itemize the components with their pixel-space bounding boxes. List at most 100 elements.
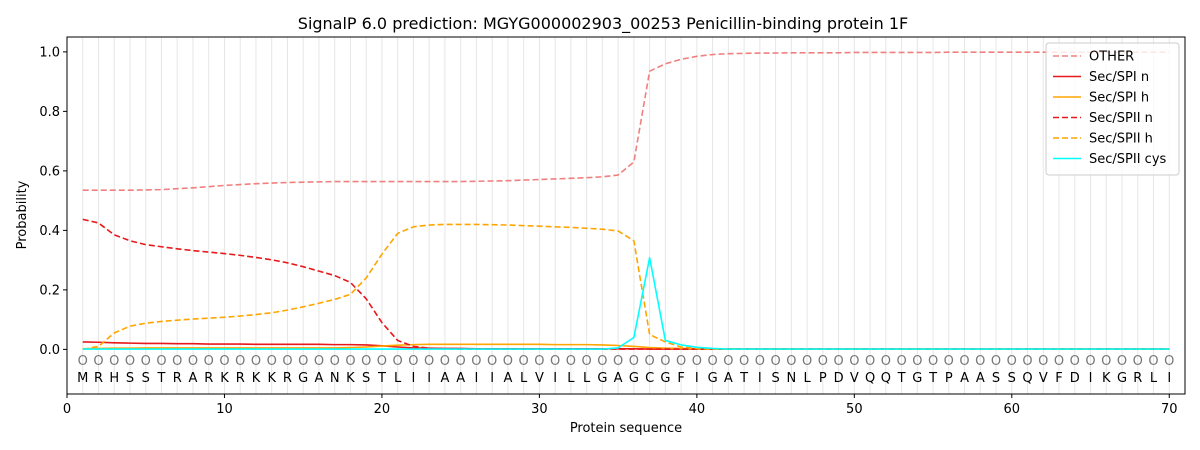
y-tick-label-4: 0.8	[39, 105, 60, 120]
residue-label-65: I	[1089, 371, 1093, 386]
region-marker-39: O	[676, 354, 686, 369]
region-marker-3: O	[109, 354, 119, 369]
region-marker-2: O	[93, 354, 103, 369]
residue-label-36: G	[629, 371, 639, 386]
residue-label-33: L	[583, 371, 591, 386]
region-marker-1: O	[78, 354, 88, 369]
x-tick-label-10: 10	[216, 402, 233, 417]
region-marker-16: O	[314, 354, 324, 369]
region-marker-44: O	[755, 354, 765, 369]
region-marker-42: O	[723, 354, 733, 369]
region-marker-7: O	[172, 354, 182, 369]
residue-label-30: V	[535, 371, 544, 386]
x-axis-ticks: 0 10 20 30 40 50 60 70	[63, 394, 1178, 417]
region-marker-12: O	[251, 354, 261, 369]
region-marker-6: O	[156, 354, 166, 369]
legend-label-other: OTHER	[1089, 50, 1134, 65]
region-marker-14: O	[282, 354, 292, 369]
residue-label-18: K	[346, 371, 355, 386]
residue-label-29: L	[520, 371, 528, 386]
residue-label-46: N	[786, 371, 796, 386]
residue-label-70: I	[1167, 371, 1171, 386]
residue-label-35: A	[614, 371, 623, 386]
residue-label-55: T	[928, 371, 937, 386]
residue-label-10: K	[220, 371, 229, 386]
residue-label-5: S	[142, 371, 150, 386]
residue-label-22: I	[412, 371, 416, 386]
residue-label-14: R	[283, 371, 292, 386]
region-marker-11: O	[235, 354, 245, 369]
residue-label-19: S	[362, 371, 370, 386]
region-marker-55: O	[928, 354, 938, 369]
residue-label-64: D	[1070, 371, 1080, 386]
residue-label-31: I	[553, 371, 557, 386]
region-marker-68: O	[1133, 354, 1143, 369]
region-marker-51: O	[865, 354, 875, 369]
region-marker-29: O	[519, 354, 529, 369]
residue-label-25: A	[456, 371, 465, 386]
residue-label-54: G	[912, 371, 922, 386]
residue-labels: OMOROHOSOSOTOROAOROKOROKOKOROGOAONOKOSOT…	[77, 354, 1174, 386]
residue-label-38: G	[660, 371, 670, 386]
region-marker-9: O	[204, 354, 214, 369]
region-marker-19: O	[361, 354, 371, 369]
residue-label-21: L	[394, 371, 402, 386]
region-marker-21: O	[393, 354, 403, 369]
residue-label-51: Q	[865, 371, 875, 386]
region-marker-22: O	[408, 354, 418, 369]
series-line-sec-spii-cys	[82, 256, 1170, 350]
region-marker-24: O	[440, 354, 450, 369]
series-lines	[82, 51, 1170, 351]
residue-label-45: S	[771, 371, 779, 386]
x-tick-label-0: 0	[63, 402, 71, 417]
region-marker-41: O	[707, 354, 717, 369]
residue-label-1: M	[77, 371, 88, 386]
region-marker-65: O	[1085, 354, 1095, 369]
x-tick-label-20: 20	[374, 402, 391, 417]
region-marker-23: O	[424, 354, 434, 369]
region-marker-17: O	[330, 354, 340, 369]
x-tick-label-30: 30	[531, 402, 548, 417]
region-marker-45: O	[770, 354, 780, 369]
region-marker-66: O	[1101, 354, 1111, 369]
chart-title: SignalP 6.0 prediction: MGYG000002903_00…	[298, 14, 908, 34]
residue-label-44: I	[758, 371, 762, 386]
y-tick-label-5: 1.0	[39, 45, 60, 60]
residue-label-17: N	[330, 371, 340, 386]
residue-label-20: T	[377, 371, 386, 386]
region-marker-5: O	[141, 354, 151, 369]
residue-label-34: G	[597, 371, 607, 386]
residue-label-3: H	[109, 371, 119, 386]
residue-label-67: G	[1117, 371, 1127, 386]
residue-label-66: K	[1102, 371, 1111, 386]
residue-label-40: I	[695, 371, 699, 386]
residue-label-56: P	[945, 371, 953, 386]
residue-label-43: T	[739, 371, 748, 386]
residue-label-8: A	[189, 371, 198, 386]
region-marker-69: O	[1148, 354, 1158, 369]
region-marker-57: O	[959, 354, 969, 369]
residue-label-28: A	[503, 371, 512, 386]
region-marker-36: O	[629, 354, 639, 369]
legend-label-sec-spii-cys: Sec/SPII cys	[1089, 152, 1167, 167]
region-marker-52: O	[881, 354, 891, 369]
region-marker-63: O	[1054, 354, 1064, 369]
region-marker-13: O	[267, 354, 277, 369]
region-marker-61: O	[1022, 354, 1032, 369]
residue-label-60: S	[1008, 371, 1016, 386]
residue-label-23: I	[427, 371, 431, 386]
series-line-other	[82, 51, 1170, 192]
residue-label-9: R	[204, 371, 213, 386]
region-marker-28: O	[503, 354, 513, 369]
residue-label-50: V	[850, 371, 859, 386]
region-marker-64: O	[1070, 354, 1080, 369]
residue-label-37: C	[645, 371, 654, 386]
legend-label-sec-spi-n: Sec/SPI n	[1089, 70, 1149, 85]
region-marker-8: O	[188, 354, 198, 369]
region-marker-67: O	[1117, 354, 1127, 369]
region-marker-38: O	[660, 354, 670, 369]
residue-label-47: L	[803, 371, 811, 386]
residue-label-53: T	[897, 371, 906, 386]
